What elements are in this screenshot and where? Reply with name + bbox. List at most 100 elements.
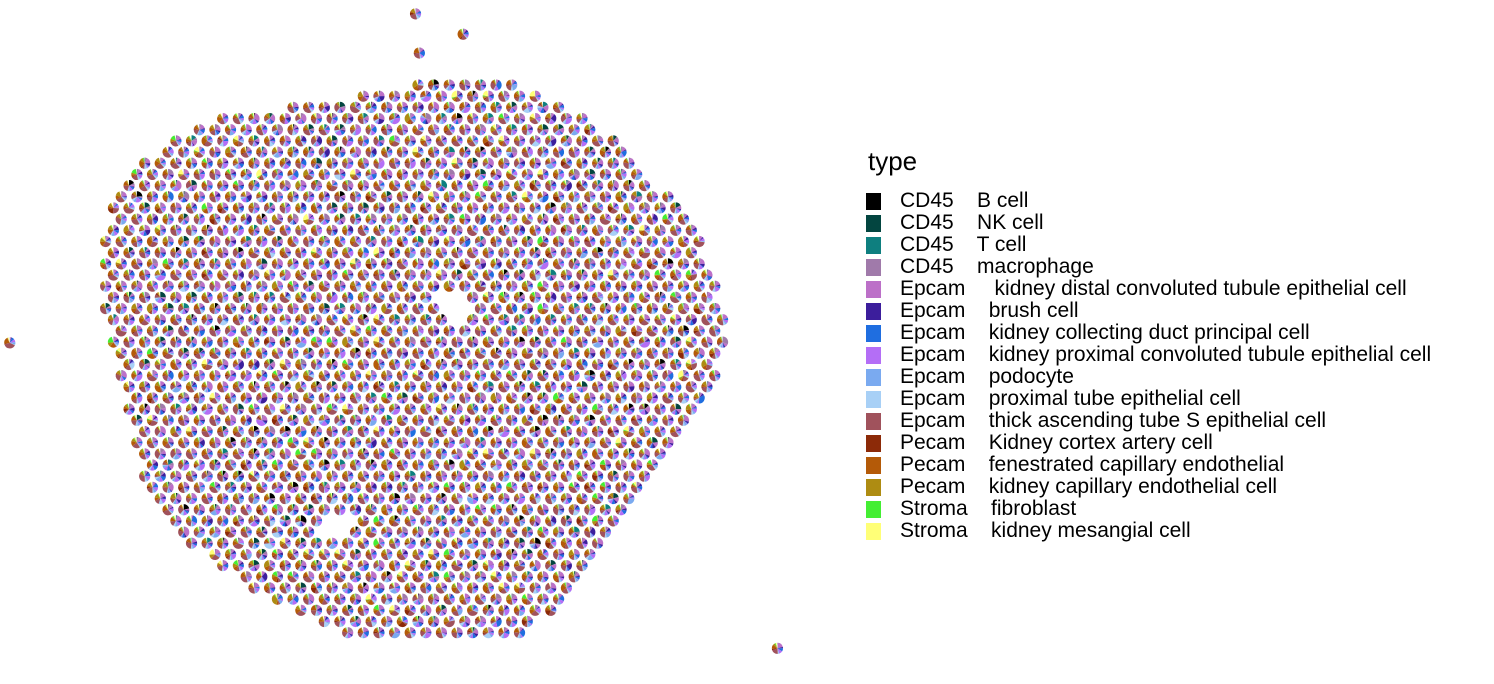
spot-pie (569, 482, 580, 493)
pie-slice (402, 526, 408, 532)
spot-pie (350, 482, 361, 493)
spot-pie (436, 493, 447, 504)
spot-pie (553, 594, 564, 605)
spot-pie (248, 538, 259, 549)
spot-pie (569, 504, 580, 515)
spot-pie (162, 459, 173, 470)
spot-pie (498, 627, 509, 638)
spot-pie (428, 549, 439, 560)
spot-pie (522, 571, 533, 582)
spot-pie (436, 582, 447, 593)
spot-pie (358, 582, 369, 593)
spot-pie (186, 515, 197, 526)
spot-pie (498, 515, 509, 526)
spot-pie (405, 582, 416, 593)
spot-pie (459, 616, 470, 627)
spot-pie (545, 560, 556, 571)
spot-pie (373, 493, 384, 504)
spot-pie (490, 482, 501, 493)
spot-pie (366, 482, 377, 493)
spot-pie (561, 560, 572, 571)
spot-pie (420, 560, 431, 571)
spot-pie (381, 549, 392, 560)
spot-pie (514, 493, 525, 504)
pie-slice (522, 504, 528, 509)
spot-pie (506, 571, 517, 582)
spot-pie (397, 549, 408, 560)
spot-pie (608, 493, 619, 504)
pie-slice (428, 549, 434, 554)
spot-pie (162, 482, 173, 493)
spot-pie (389, 471, 400, 482)
spot-pie (248, 493, 259, 504)
spot-pie (342, 471, 353, 482)
spot-pie (420, 471, 431, 482)
pie-slice (412, 487, 418, 493)
spot-pie (397, 616, 408, 627)
pie-slice (264, 521, 270, 527)
spot-pie (420, 582, 431, 593)
spot-pie (256, 526, 267, 537)
spot-pie (405, 471, 416, 482)
spot-pie (272, 594, 283, 605)
spot-pie (459, 504, 470, 515)
spot-pie (537, 504, 548, 515)
spot-pie (467, 582, 478, 593)
spot-pie (530, 538, 541, 549)
spot-pie (506, 549, 517, 560)
spot-pie (522, 594, 533, 605)
spot-pie (530, 515, 541, 526)
spot-pie (342, 560, 353, 571)
pie-slice (592, 515, 598, 521)
pie-slice (303, 599, 309, 605)
spot-pie (436, 605, 447, 616)
spot-pie (241, 571, 252, 582)
spot-pie (451, 515, 462, 526)
pie-slice (504, 515, 510, 522)
spot-pie (373, 538, 384, 549)
pie-slice (270, 493, 276, 499)
spot-pie (420, 493, 431, 504)
spot-pie (475, 616, 486, 627)
spot-pie (381, 594, 392, 605)
spot-pie (326, 582, 337, 593)
spot-pie (358, 471, 369, 482)
spot-pie (420, 538, 431, 549)
spot-pie (467, 515, 478, 526)
spot-pie (155, 493, 166, 504)
spot-pie (209, 504, 220, 515)
spot-pie (358, 493, 369, 504)
spot-pie (287, 571, 298, 582)
spot-pie (202, 515, 213, 526)
spot-pie (272, 526, 283, 537)
spot-pie (295, 605, 306, 616)
spot-pie (256, 482, 267, 493)
spot-pie (428, 526, 439, 537)
spot-pie (475, 482, 486, 493)
spot-pie (202, 471, 213, 482)
spot-pie (436, 538, 447, 549)
spot-pie (490, 571, 501, 582)
spot-pie (537, 571, 548, 582)
spot-pie (530, 471, 541, 482)
spot-pie (295, 582, 306, 593)
spot-pie (522, 616, 533, 627)
spot-pie (170, 515, 181, 526)
spot-pie (451, 560, 462, 571)
pie-slice (209, 464, 215, 471)
spot-pie (272, 549, 283, 560)
spot-pie (514, 627, 525, 638)
spot-pie (545, 471, 556, 482)
spot-pie (319, 616, 330, 627)
spot-pie (202, 538, 213, 549)
spot-pie (256, 459, 267, 470)
spot-pie (451, 538, 462, 549)
spot-pie (342, 493, 353, 504)
spot-pie (280, 515, 291, 526)
pie-slice (362, 521, 368, 527)
spot-pie (241, 504, 252, 515)
spot-pie (428, 504, 439, 515)
spot-pie (530, 493, 541, 504)
spot-pie (373, 605, 384, 616)
spot-pie (217, 560, 228, 571)
